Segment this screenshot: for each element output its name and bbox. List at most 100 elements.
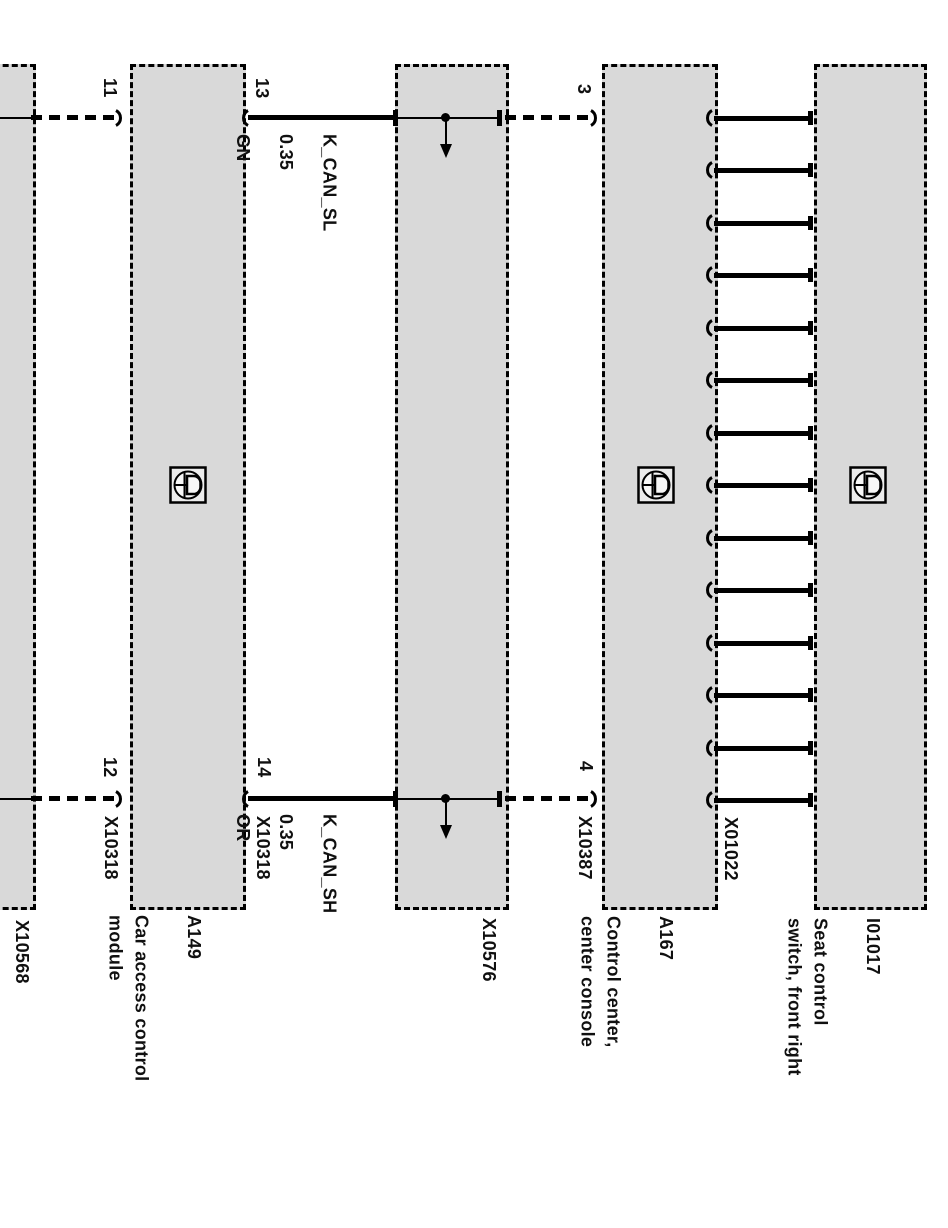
wire-name: K_CAN_SH (319, 814, 340, 914)
connector-label: X10318 (101, 816, 121, 880)
wire-segment (248, 796, 396, 801)
bus-wire-end-tick (808, 636, 813, 650)
component-name: Control center, center console (577, 916, 624, 1048)
bus-wire-line (714, 116, 812, 121)
bus-wire-end-tick (808, 426, 813, 440)
down-arrow-icon (440, 144, 452, 158)
component-location-icon (637, 466, 675, 504)
bus-wire-end-tick (808, 583, 813, 597)
border-tick (393, 791, 398, 807)
x10576-connector-box (395, 64, 509, 910)
wire-gauge: 0.35 (276, 814, 297, 851)
component-location-icon (169, 466, 207, 504)
wire-label-top: K_CAN_SL 0.35 GN (210, 134, 361, 231)
pin-label: 12 (100, 757, 120, 778)
pin-socket-icon (242, 790, 249, 808)
pin-socket-icon (706, 581, 713, 599)
wire-name: K_CAN_SL (319, 134, 340, 232)
pin-socket-icon (115, 109, 122, 127)
bus-wire-end-tick (808, 688, 813, 702)
connector-label: X10387 (575, 816, 595, 880)
bus-wire-line (714, 641, 812, 646)
pin-socket-icon (706, 476, 713, 494)
pin-socket-icon (706, 791, 713, 809)
pin-socket-icon (590, 109, 597, 127)
junction-dot (441, 113, 450, 122)
component-label-a167: A167 Control center, center console (548, 916, 705, 1048)
pin-label: 3 (574, 84, 594, 95)
pin-socket-icon (706, 319, 713, 337)
pin-socket-icon (706, 739, 713, 757)
bus-wire-line (714, 168, 812, 173)
bus-wire-end-tick (808, 163, 813, 177)
bus-wire-end-tick (808, 111, 813, 125)
bus-wire-end-tick (808, 531, 813, 545)
pin-socket-icon (706, 634, 713, 652)
bus-wire-line (714, 273, 812, 278)
bus-wire-end-tick (808, 321, 813, 335)
component-code: A149 (183, 915, 204, 960)
wire-gauge: 0.35 (276, 134, 297, 171)
bus-wire-line (714, 431, 812, 436)
pin-label: 14 (254, 757, 274, 778)
pin-socket-icon (706, 161, 713, 179)
bus-wire-line (714, 326, 812, 331)
bus-wire-end-tick (808, 741, 813, 755)
wire-segment (0, 798, 31, 800)
bus-wire-end-tick (808, 268, 813, 282)
wire-label-bottom: K_CAN_SH 0.35 OR (210, 814, 361, 913)
bus-wire-line (714, 378, 812, 383)
border-tick (497, 110, 502, 126)
wire-segment (0, 117, 31, 119)
wire-segment (248, 115, 396, 120)
connector-label: X10318 (253, 816, 273, 880)
pin-socket-icon (706, 424, 713, 442)
connector-label: X01022 (721, 817, 741, 881)
pin-socket-icon (590, 790, 597, 808)
connector-label: X10576 (479, 918, 499, 982)
pin-socket-icon (706, 529, 713, 547)
left-module-box (0, 64, 36, 910)
wire-segment-twisted (505, 796, 590, 801)
wire-color: OR (233, 814, 254, 842)
border-tick (497, 791, 502, 807)
bus-wire-end-tick (808, 478, 813, 492)
bus-wire-end-tick (808, 216, 813, 230)
pin-label: 11 (100, 78, 120, 98)
bus-wire-line (714, 693, 812, 698)
bus-wire-line (714, 798, 812, 803)
wire-segment-twisted (31, 796, 116, 801)
component-location-icon (849, 466, 887, 504)
pin-socket-icon (242, 109, 249, 127)
pin-label: 13 (252, 78, 272, 99)
pin-socket-icon (706, 371, 713, 389)
pin-socket-icon (706, 686, 713, 704)
down-arrow-icon (440, 825, 452, 839)
component-label-i01017: I01017 Seat control switch, front right (755, 918, 912, 1076)
component-name: Seat control switch, front right (784, 918, 831, 1076)
junction-dot (441, 794, 450, 803)
wire-segment-twisted (505, 115, 590, 120)
bus-wire-line (714, 746, 812, 751)
bus-wire-end-tick (808, 793, 813, 807)
bus-wire-line (714, 588, 812, 593)
connector-label: X10568 (12, 920, 32, 984)
bus-wire-end-tick (808, 373, 813, 387)
bus-wire-line (714, 221, 812, 226)
pin-socket-icon (115, 790, 122, 808)
pin-socket-icon (706, 109, 713, 127)
wire-color: GN (233, 134, 254, 162)
pin-label: 4 (576, 761, 596, 772)
component-code: I01017 (862, 918, 883, 975)
component-name: Car access control module (105, 915, 152, 1082)
component-label-a149: A149 Car access control module (76, 915, 233, 1081)
pin-socket-icon (706, 266, 713, 284)
component-code: A167 (655, 916, 676, 961)
border-tick (393, 110, 398, 126)
bus-wire-line (714, 483, 812, 488)
branch-stem (445, 799, 447, 826)
wire-segment-twisted (31, 115, 116, 120)
bus-wire-line (714, 536, 812, 541)
pin-socket-icon (706, 214, 713, 232)
